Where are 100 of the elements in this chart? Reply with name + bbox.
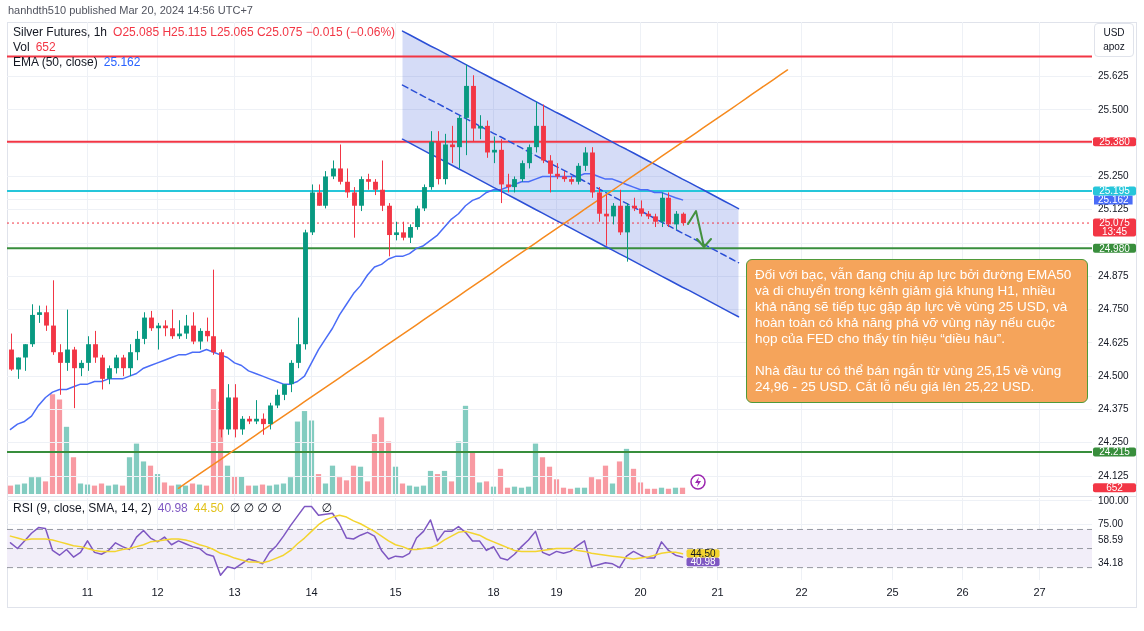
bar: [56, 399, 63, 494]
bar: [266, 485, 273, 494]
y-tick-label: 24.750: [1098, 303, 1130, 315]
bar: [539, 457, 546, 494]
candlestick: [23, 343, 28, 372]
candlestick: [100, 354, 105, 390]
candlestick: [58, 343, 63, 396]
bar: [224, 465, 231, 494]
candlestick: [121, 354, 126, 377]
annotation: Vol: [13, 40, 30, 54]
candlestick: [296, 317, 301, 369]
bar: [406, 485, 413, 494]
candlestick: [261, 412, 266, 436]
y-tick-label: 24.625: [1098, 336, 1130, 348]
candlestick: [135, 330, 140, 361]
bar: [595, 479, 602, 494]
annotation: ∅ ∅ ∅ ∅: [229, 501, 282, 515]
bar: [448, 481, 455, 494]
bar: [322, 483, 329, 494]
x-tick-label: 22: [795, 585, 808, 598]
bar: [357, 466, 364, 494]
x-tick-label: 18: [487, 585, 500, 598]
candlestick: [611, 202, 616, 225]
candlestick: [394, 221, 399, 241]
bar: [28, 477, 35, 494]
ref-line-label: 25.075: [1099, 217, 1131, 229]
y-tick-label: 100.00: [1098, 494, 1130, 506]
text: 652: [1106, 481, 1124, 493]
candlestick: [107, 365, 112, 385]
bar: [672, 487, 679, 494]
candlestick: [345, 167, 350, 199]
bar: [161, 482, 168, 494]
annotation: O25.085 H25.115 L25.065 C25.075 −0.015 (−0.06%): [113, 25, 396, 39]
data-label: 44.50: [690, 547, 716, 559]
annotation: RSI (9, close, SMA, 14, 2): [13, 501, 152, 515]
candlestick: [211, 269, 216, 356]
candlestick: [478, 114, 483, 140]
y-tick-label: 25.625: [1098, 70, 1130, 82]
bar: [630, 468, 637, 494]
candlestick: [44, 305, 49, 332]
x-tick-label: 19: [550, 585, 563, 598]
bar: [581, 487, 588, 494]
bar: [441, 470, 448, 494]
ref-line-label: 24.215: [1099, 446, 1131, 458]
x-tick-label: 27: [1033, 585, 1046, 598]
bar: [343, 480, 350, 494]
candlestick: [191, 311, 196, 345]
bar: [119, 485, 126, 494]
bar: [126, 457, 133, 494]
bar: [315, 474, 322, 494]
candlestick: [415, 205, 420, 231]
bar: [238, 476, 245, 494]
x-tick-label: 12: [151, 585, 164, 598]
text: hanhdth510 published Mar 20, 2024 14:56 UTC+7: [8, 3, 253, 17]
candlestick: [422, 183, 427, 212]
bar: [546, 466, 553, 494]
candlestick: [93, 330, 98, 364]
candlestick: [331, 159, 336, 180]
bar: [203, 485, 210, 494]
bar: [252, 485, 259, 494]
candlestick: [380, 159, 385, 212]
candlestick: [268, 402, 273, 430]
bar: [574, 487, 581, 494]
bar: [616, 461, 623, 494]
y-tick-label: 25.500: [1098, 103, 1130, 115]
bar: [658, 487, 665, 494]
bar: [378, 417, 385, 494]
y-tick-label: 25.250: [1098, 170, 1130, 182]
bar: [301, 411, 308, 494]
x-tick-label: 11: [81, 585, 94, 598]
bar: [182, 485, 189, 494]
candlestick: [317, 183, 322, 207]
candlestick: [114, 354, 119, 375]
ref-line-label: 24.980: [1099, 242, 1131, 254]
ref-line-label: 25.380: [1099, 136, 1131, 148]
bar: [518, 487, 525, 494]
bar: [588, 477, 595, 494]
bar: [560, 487, 567, 494]
bar: [476, 482, 483, 494]
candlestick: [506, 173, 511, 193]
y-tick-label: 75.00: [1098, 518, 1124, 530]
candlestick: [583, 146, 588, 172]
bar: [147, 465, 154, 494]
bar: [7, 485, 14, 494]
y-tick-label: 24.375: [1098, 403, 1130, 415]
bar: [77, 483, 84, 494]
bar: [14, 484, 21, 494]
candlestick: [576, 162, 581, 185]
annotation: 40.98: [157, 501, 188, 515]
bar: [336, 477, 343, 494]
bar: [21, 483, 28, 494]
x-tick-label: 15: [389, 585, 402, 598]
candlestick: [548, 154, 553, 193]
text: apoz: [1102, 40, 1126, 54]
bar: [679, 487, 686, 494]
candlestick: [408, 223, 413, 244]
x-tick-label: 13: [228, 585, 241, 598]
bar: [273, 484, 280, 494]
chart-title: Silver Futures, 1h: [13, 25, 108, 39]
candlestick: [170, 309, 175, 340]
